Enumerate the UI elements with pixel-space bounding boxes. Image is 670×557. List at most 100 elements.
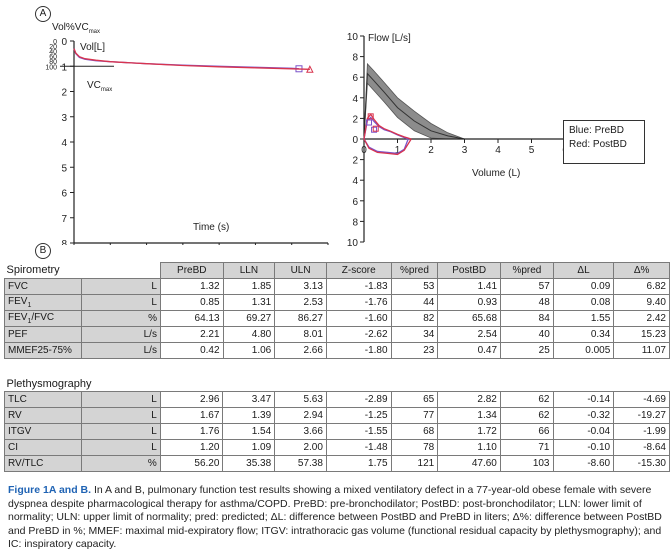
table-cell: 82 — [390, 310, 439, 327]
caption-lead: Figure 1A and B. — [8, 484, 92, 496]
table-row: RV L 1.67 1.39 2.94 -1.25 77 1.34 62 -0.32 -19.27 — [4, 407, 670, 424]
y-tick-label: 8 — [352, 217, 358, 228]
table-cell: 1.72 — [437, 423, 501, 440]
flow-marker — [371, 126, 378, 133]
col-header: %pred — [390, 262, 439, 279]
table-cell: 25 — [500, 342, 554, 359]
caption-text: In A and B, pulmonary function test resu… — [8, 484, 662, 550]
table-cell: 121 — [390, 455, 439, 472]
table-cell: -1.25 — [325, 407, 392, 424]
y-tick-label: 2 — [352, 114, 358, 125]
table-cell: 62 — [499, 391, 554, 408]
table-cell: 2.54 — [437, 326, 502, 343]
pct-tick-label: 100 — [45, 64, 57, 71]
table-row: FEV1/FVC% 64.13 69.27 86.27 -1.60 82 65.68 84 1.… — [4, 310, 670, 327]
y-tick-label: 10 — [347, 238, 359, 249]
table-row: FEV1 L 0.85 1.31 2.53 -1.76 44 0.93 48 0.08 9.40 — [4, 294, 670, 311]
table-cell: 11.07 — [613, 342, 670, 359]
table-cell: 3.66 — [274, 423, 327, 440]
table-cell: 1.31 — [222, 294, 276, 311]
table-row: PEF L/s 2.21 4.80 8.01 -2.62 34 2.54 40 0.34 15.23 — [4, 326, 670, 343]
spirometry-table: Spirometry PreBD LLN ULN Z-score %pred P… — [4, 262, 670, 359]
table-cell: 1.85 — [222, 278, 276, 295]
table-cell: 0.005 — [552, 342, 615, 359]
col-header: Z-score — [325, 262, 392, 279]
table-cell: 0.93 — [437, 294, 502, 311]
x-tick-label: 5 — [529, 145, 535, 156]
table-cell: 78 — [390, 439, 439, 456]
y-tick-label: 2 — [352, 156, 358, 167]
y-tick-label: 8 — [352, 53, 358, 64]
pct-tick-label: 0 — [53, 39, 57, 46]
param-name: MMEF25-75% — [4, 342, 82, 359]
param-unit: % — [80, 310, 161, 327]
table-cell: -1.48 — [325, 439, 392, 456]
table-cell: 1.55 — [552, 310, 615, 327]
table-cell: 1.34 — [437, 407, 501, 424]
legend-postbd: Red: PostBD — [569, 139, 627, 150]
param-name-text: PEF — [8, 329, 28, 340]
table-cell: 56.20 — [159, 455, 224, 472]
param-name: FEV1/FVC — [4, 310, 82, 327]
table-row: TLC L 2.96 3.47 5.63 -2.89 65 2.82 62 -0.14 -4.69 — [4, 391, 670, 408]
predicted-band — [363, 62, 465, 140]
table-cell: -1.60 — [325, 310, 392, 327]
figure-caption: Figure 1A and B. In A and B, pulmonary f… — [8, 484, 663, 552]
table-cell: 1.10 — [437, 439, 501, 456]
param-name-text: FEV — [8, 312, 28, 323]
curve-label: Vol[L] — [80, 42, 105, 53]
table-cell: 2.21 — [159, 326, 224, 343]
param-name-text: FVC — [8, 281, 28, 292]
col-header: PostBD — [437, 262, 502, 279]
param-subscript: 1 — [27, 318, 32, 325]
end-marker — [306, 65, 314, 73]
panel-a-label: A — [35, 6, 51, 22]
table-cell: -2.89 — [325, 391, 392, 408]
table-cell: 53 — [390, 278, 439, 295]
param-unit: L — [80, 423, 161, 440]
table-cell: 62 — [499, 407, 554, 424]
table-cell: 1.41 — [437, 278, 502, 295]
col-header: ULN — [274, 262, 327, 279]
table-cell: -8.60 — [552, 455, 615, 472]
table-cell: 1.09 — [222, 439, 276, 456]
flow-marker — [366, 119, 373, 126]
table-cell: -0.14 — [552, 391, 615, 408]
param-unit: L — [80, 439, 161, 456]
table-cell: 64.13 — [159, 310, 224, 327]
pct-tick-label: 40 — [49, 49, 57, 56]
y-tick-label: 2 — [61, 88, 67, 99]
table-cell: -1.83 — [325, 278, 392, 295]
param-name-text: MMEF25-75% — [8, 345, 72, 356]
panel-b-label: B — [35, 243, 51, 259]
table-cell: 44 — [390, 294, 439, 311]
table-cell: 2.94 — [274, 407, 327, 424]
table-row: CI L 1.20 1.09 2.00 -1.48 78 1.10 71 -0.10 -8.64 — [4, 439, 670, 456]
table-cell: -8.64 — [613, 439, 670, 456]
flow-marker — [367, 113, 374, 120]
y-tick-label: 3 — [61, 113, 67, 124]
table-cell: 3.13 — [274, 278, 327, 295]
param-name: RV — [4, 407, 82, 424]
table-row: RV/TLC% 56.20 35.38 57.38 1.75 121 47.60 103 -8.… — [4, 455, 670, 472]
param-name: ITGV — [4, 423, 82, 440]
table-cell: 1.67 — [159, 407, 224, 424]
y-tick-label: 6 — [352, 197, 358, 208]
x-tick-label: 3 — [462, 145, 468, 156]
table-cell: -2.62 — [325, 326, 392, 343]
col-header: LLN — [222, 262, 276, 279]
table-cell: 84 — [500, 310, 554, 327]
flow-series-line — [363, 138, 412, 156]
table-cell: -1.76 — [325, 294, 392, 311]
table-cell: 2.82 — [437, 391, 501, 408]
table-cell: 47.60 — [437, 455, 501, 472]
table-row: MMEF25-75% L/s 0.42 1.06 2.66 -1.80 23 0.47 25 0.… — [4, 342, 670, 359]
pct-tick-label: 80 — [49, 59, 57, 66]
y-tick-label: 5 — [61, 163, 67, 174]
table-cell: -1.55 — [325, 423, 392, 440]
param-subscript: 1 — [27, 302, 32, 309]
param-unit: L — [80, 278, 161, 295]
table-cell: 48 — [500, 294, 554, 311]
param-suffix: /FVC — [31, 312, 55, 323]
table-cell: 1.20 — [159, 439, 224, 456]
